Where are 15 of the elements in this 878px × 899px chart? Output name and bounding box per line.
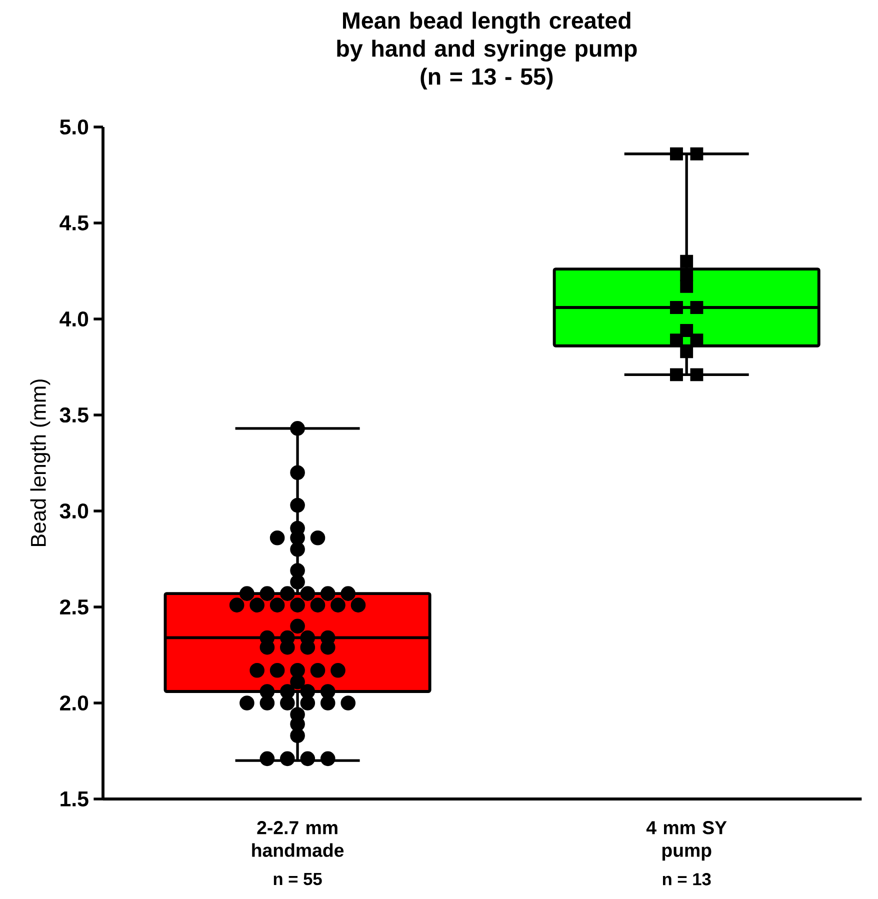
y-axis-title: Bead length (mm) (30, 380, 50, 546)
text: n = 55 (274, 873, 322, 886)
y-tick-label: 4.5 (60, 216, 88, 230)
y-tick-label: 4.0 (60, 311, 88, 327)
x-tick-label: 2-2.7 mm handmade (252, 821, 344, 857)
text: n = 13 (662, 873, 711, 886)
y-tick-label: 1.5 (60, 792, 88, 806)
y-tick-label: 3.0 (60, 503, 88, 519)
chart-subtitle: (n = 13 - 55) (420, 68, 553, 90)
y-tick-label: 2.0 (60, 695, 88, 711)
y-tick-label: 3.5 (60, 407, 88, 423)
y-tick-label: 2.5 (60, 599, 88, 615)
y-tick-label: 5.0 (60, 119, 88, 135)
x-tick-label: 4 mm SY pump (646, 821, 727, 861)
chart-title: Mean bead length created by hand and syringe pump (337, 12, 637, 62)
